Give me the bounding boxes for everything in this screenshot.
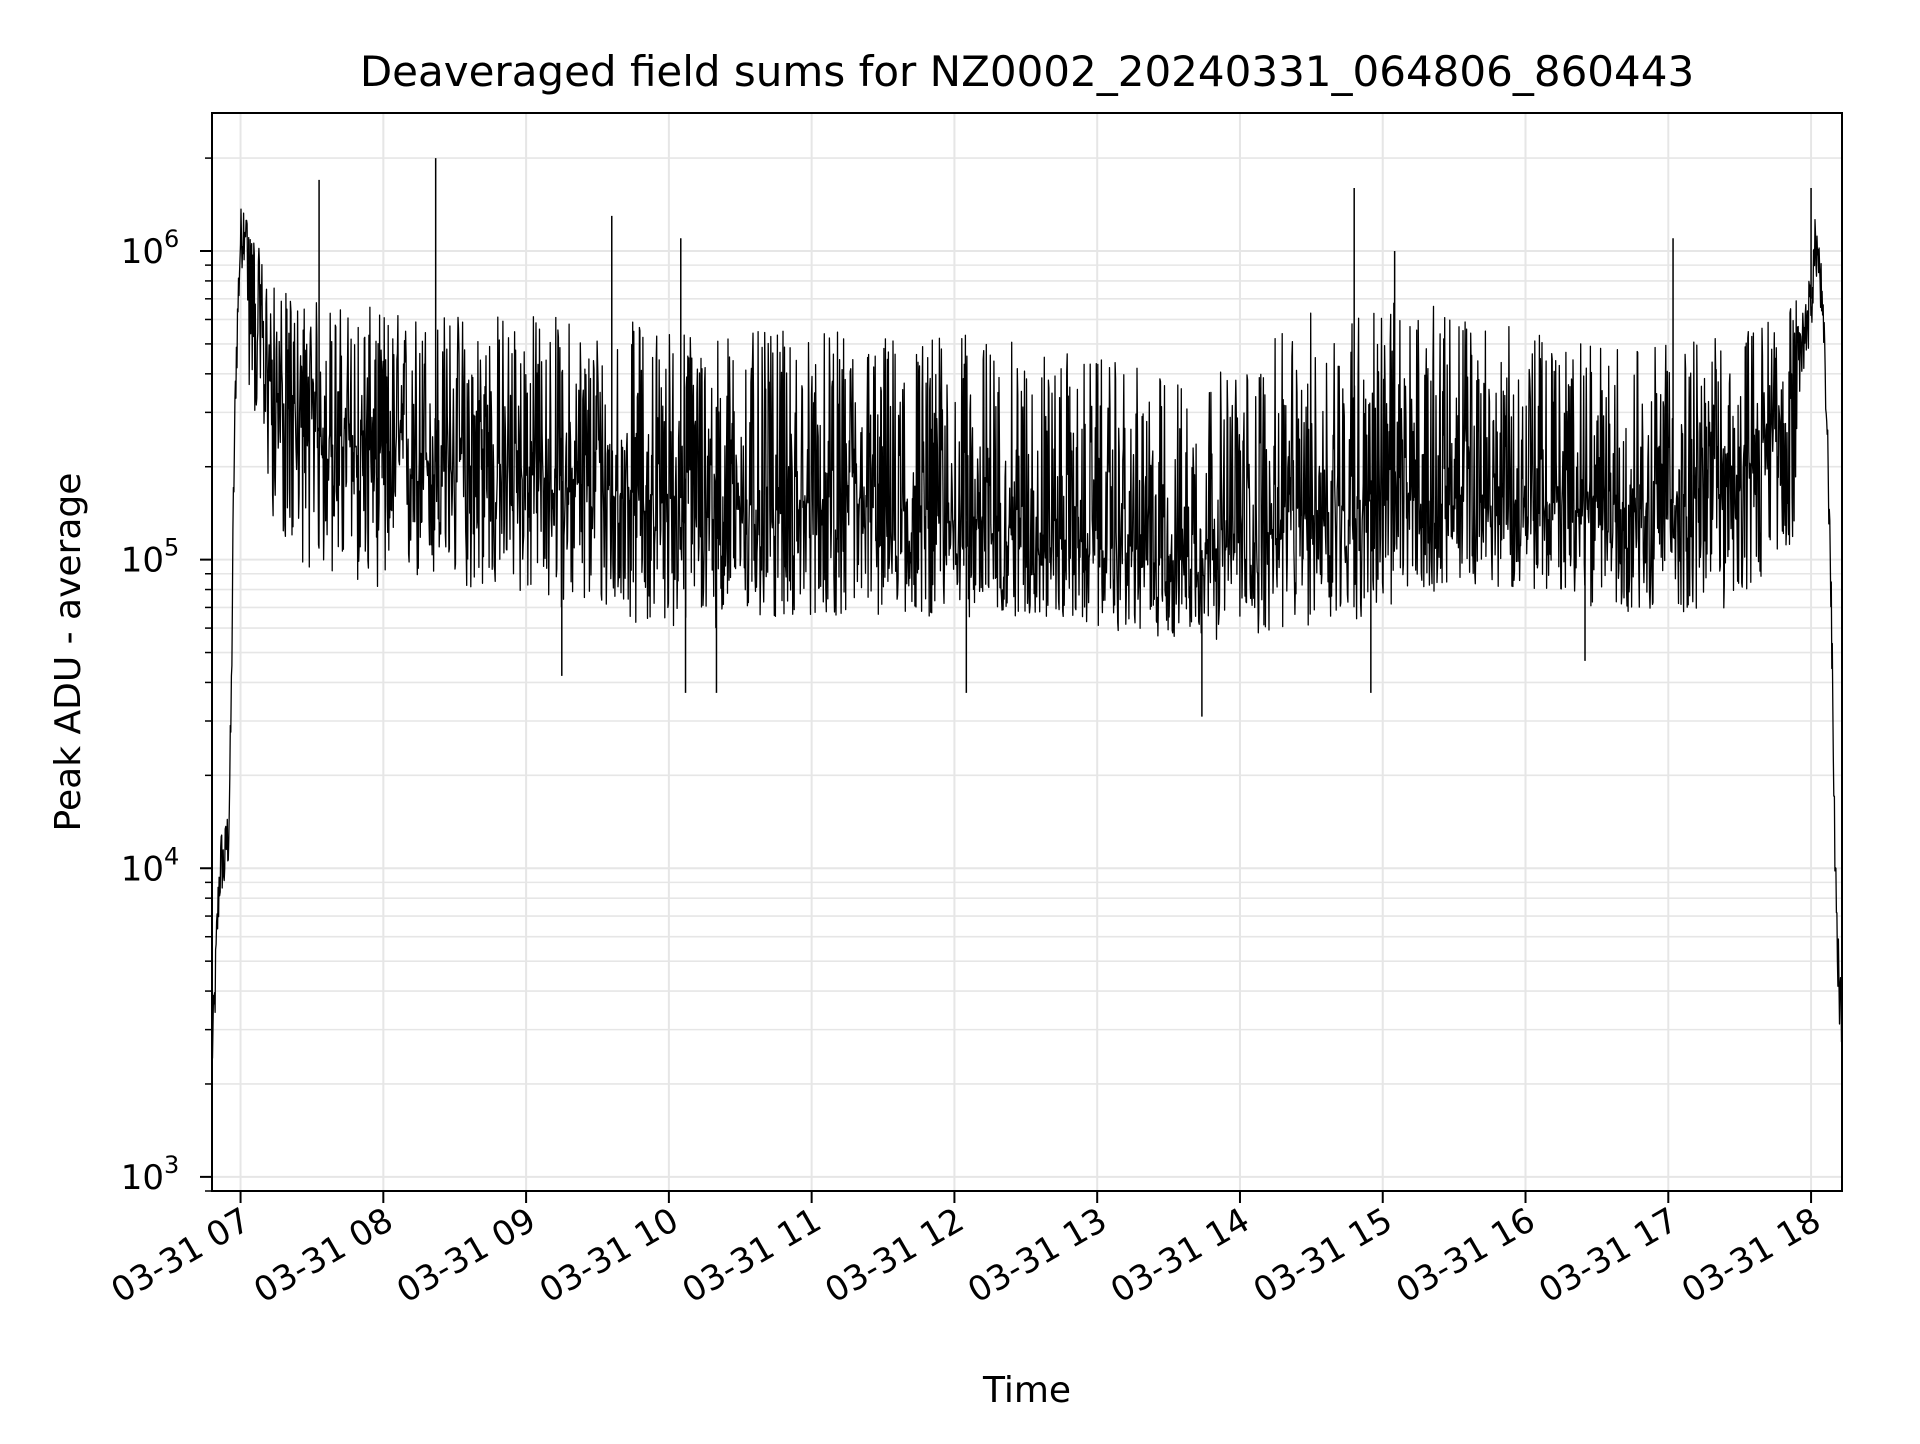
x-tick-label: 03-31 10 (533, 1200, 685, 1311)
y-tick-label: 105 (121, 534, 180, 581)
series-line (212, 208, 1842, 1059)
x-tick-label: 03-31 11 (676, 1200, 828, 1311)
y-tick-label: 104 (121, 842, 180, 889)
x-tick-label: 03-31 07 (105, 1200, 257, 1311)
x-tick-label: 03-31 08 (247, 1200, 399, 1311)
y-axis-label: Peak ADU - average (48, 473, 89, 832)
x-tick-label: 03-31 17 (1532, 1200, 1684, 1311)
x-tick-label: 03-31 18 (1675, 1200, 1827, 1311)
grid (212, 113, 1842, 1192)
y-tick-label: 103 (121, 1151, 180, 1198)
plot-area (212, 158, 1842, 1059)
x-tick-label: 03-31 14 (1104, 1200, 1256, 1311)
x-tick-label: 03-31 12 (819, 1200, 971, 1311)
x-tick-label: 03-31 15 (1247, 1200, 1399, 1311)
x-axis-label: Time (982, 1370, 1071, 1411)
chart-title: Deaveraged field sums for NZ0002_2024033… (360, 47, 1694, 96)
x-tick-label: 03-31 16 (1390, 1200, 1542, 1311)
y-tick-label: 106 (121, 225, 180, 272)
x-tick-label: 03-31 09 (390, 1200, 542, 1311)
x-tick-label: 03-31 13 (961, 1200, 1113, 1311)
